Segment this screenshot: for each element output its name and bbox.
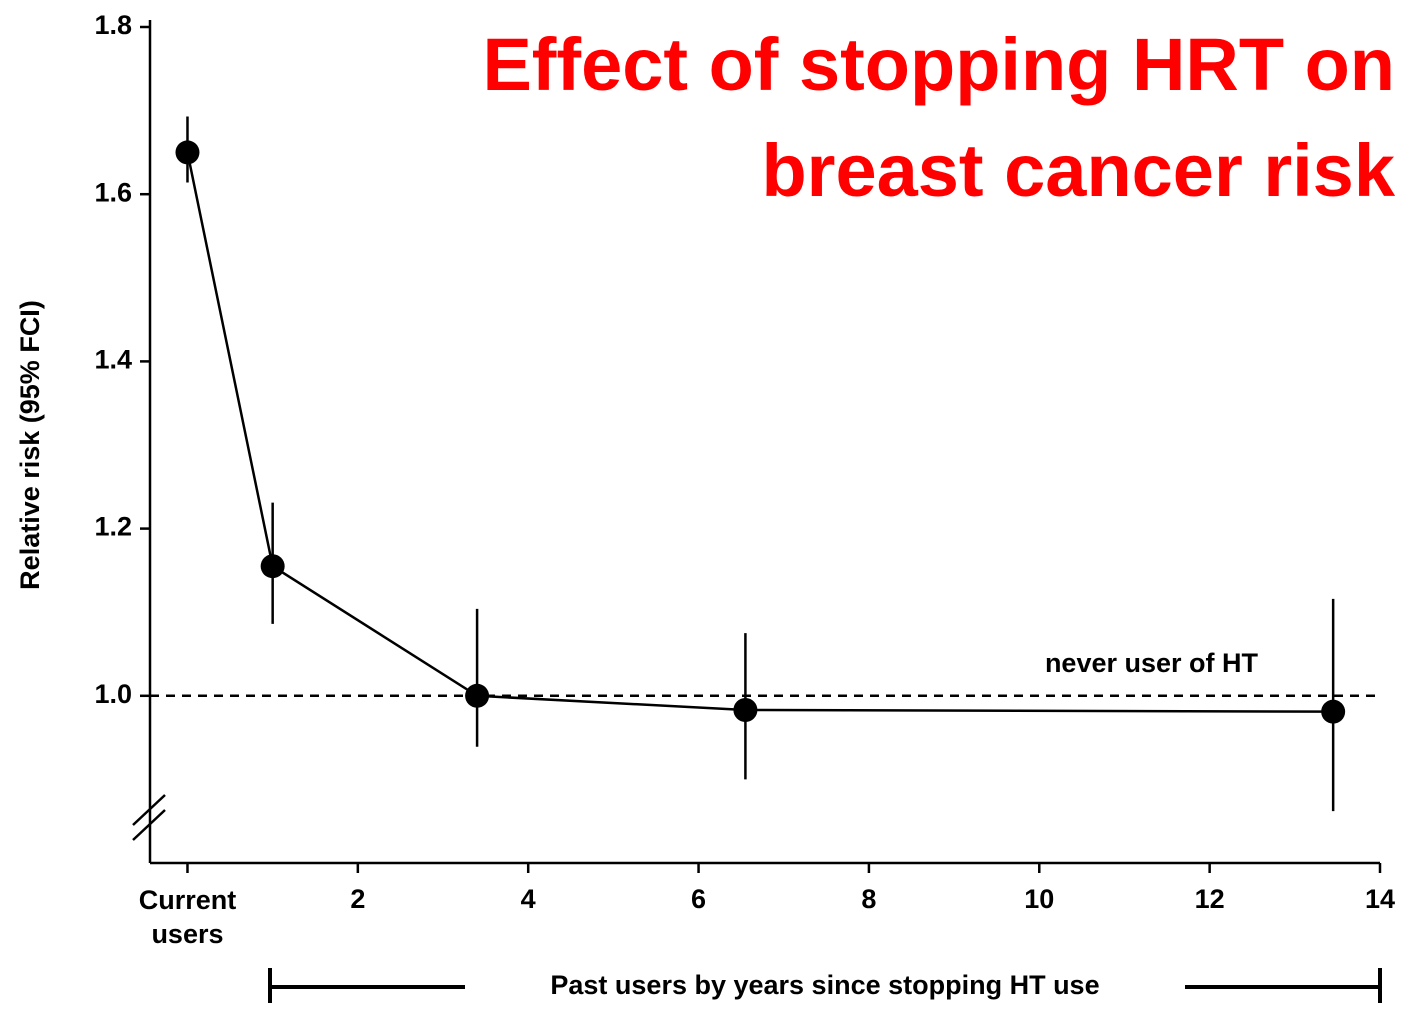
x-tick-label: 4	[521, 884, 536, 914]
x-tick-label: 8	[861, 884, 876, 914]
y-tick-label: 1.8	[94, 10, 132, 40]
point	[1321, 699, 1346, 724]
x-tick-label: 10	[1024, 884, 1054, 914]
axis-break	[132, 794, 166, 826]
x-tick-label: 2	[350, 884, 365, 914]
axis-break	[132, 809, 166, 841]
chart-title: Effect of stopping HRT on breast cancer …	[482, 23, 1395, 212]
y-tick-label: 1.0	[94, 679, 132, 709]
x-tick-label: 14	[1365, 884, 1395, 914]
y-tick-label: 1.4	[94, 345, 132, 375]
x-tick-label: Current users	[138, 885, 237, 949]
point	[733, 698, 758, 723]
point	[465, 683, 490, 708]
x-axis-label: Past users by years since stopping HT us…	[550, 970, 1099, 1000]
x-tick-label: 6	[691, 884, 706, 914]
y-tick-label: 1.6	[94, 177, 132, 207]
y-axis-label: Relative risk (95% FCI)	[15, 300, 45, 590]
x-tick-label: 12	[1195, 884, 1225, 914]
line	[186, 152, 1334, 713]
annotation: never user of HT	[1045, 648, 1259, 678]
point	[260, 554, 285, 579]
point	[175, 140, 200, 165]
y-tick-label: 1.2	[94, 512, 132, 542]
